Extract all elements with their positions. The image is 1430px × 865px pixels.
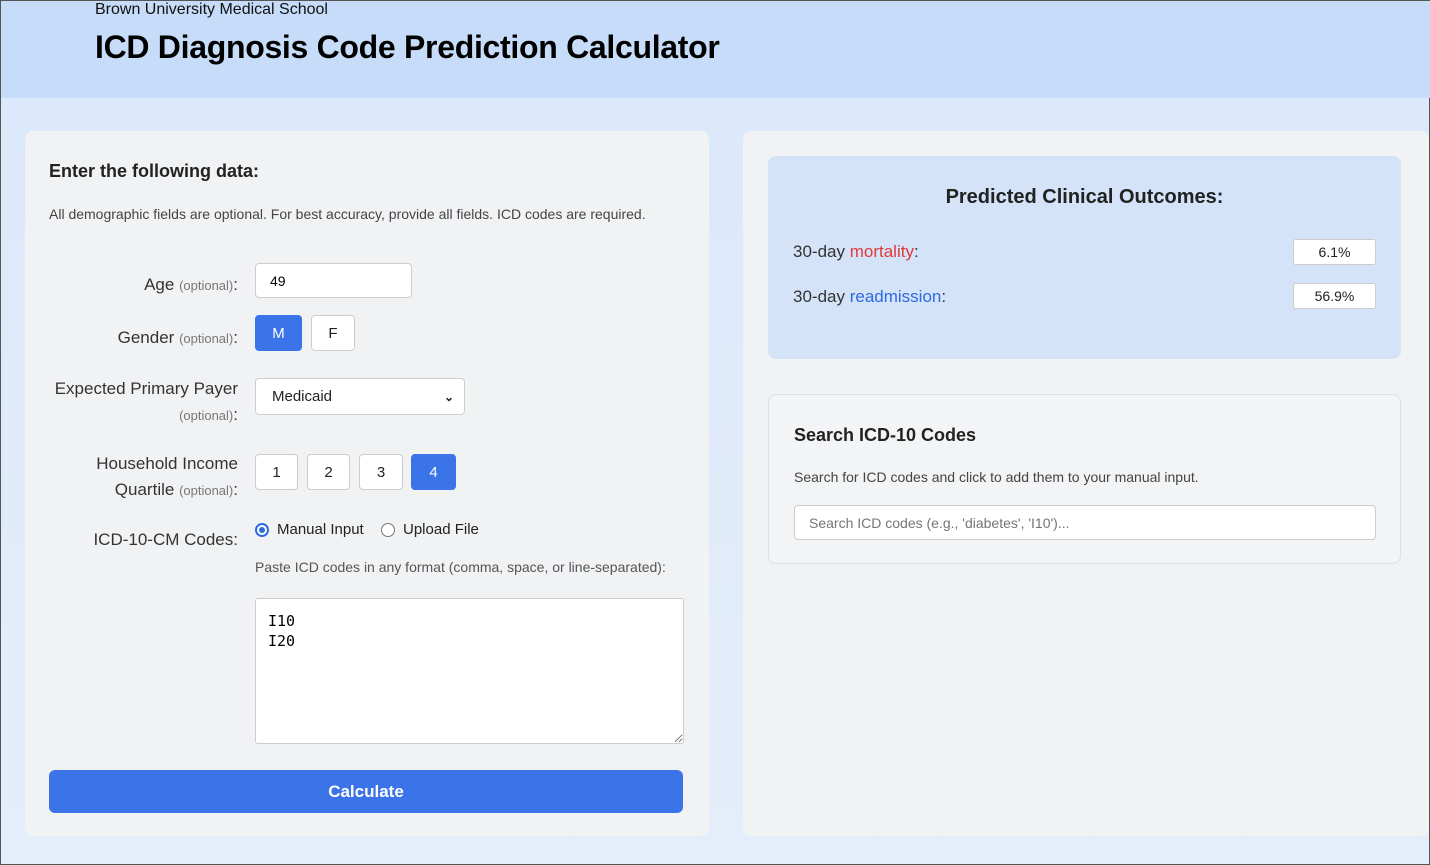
income-2-button[interactable]: 2 <box>307 454 350 490</box>
form-intro: All demographic fields are optional. For… <box>49 206 646 222</box>
search-heading: Search ICD-10 Codes <box>794 425 977 445</box>
paste-hint: Paste ICD codes in any format (comma, sp… <box>255 559 666 575</box>
age-label: Age (optional): <box>144 275 238 294</box>
calculate-button[interactable]: Calculate <box>49 770 683 813</box>
chevron-down-icon: ⌄ <box>443 389 454 404</box>
readmission-value: 56.9% <box>1293 283 1376 309</box>
income-1-button[interactable]: 1 <box>255 454 298 490</box>
payer-selected-value: Medicaid <box>272 388 333 405</box>
radio-checked-icon <box>255 522 269 537</box>
gender-m-button[interactable]: M <box>255 315 302 351</box>
icd-search-input[interactable] <box>794 505 1376 540</box>
search-description: Search for ICD codes and click to add th… <box>794 469 1199 485</box>
search-panel: Search ICD-10 Codes Search for ICD codes… <box>768 394 1401 564</box>
institution-name: Brown University Medical School <box>95 1 328 18</box>
icd-label: ICD-10-CM Codes: <box>93 530 238 549</box>
upload-file-label: Upload File <box>403 521 479 538</box>
outcomes-panel: Predicted Clinical Outcomes: 30-day mort… <box>768 156 1401 359</box>
payer-select[interactable]: Medicaid ⌄ <box>255 378 465 415</box>
icd-codes-textarea[interactable]: I10 I20 <box>255 598 684 744</box>
mortality-value: 6.1% <box>1293 239 1376 265</box>
age-input[interactable] <box>255 263 412 298</box>
payer-label: Expected Primary Payer (optional): <box>54 379 238 424</box>
outcomes-heading: Predicted Clinical Outcomes: <box>945 186 1224 208</box>
gender-label: Gender (optional): <box>117 328 238 347</box>
page-title: ICD Diagnosis Code Prediction Calculator <box>95 29 720 65</box>
income-4-button[interactable]: 4 <box>411 454 456 490</box>
mortality-label: 30-day mortality: <box>793 242 919 261</box>
manual-input-label: Manual Input <box>277 521 364 538</box>
income-label: Household Income Quartile (optional): <box>96 454 238 499</box>
page-header: Brown University Medical School ICD Diag… <box>1 1 1430 98</box>
radio-unchecked-icon <box>381 522 395 537</box>
readmission-label: 30-day readmission: <box>793 287 947 306</box>
form-heading: Enter the following data: <box>49 161 259 181</box>
manual-input-radio[interactable]: Manual Input <box>255 521 364 538</box>
income-3-button[interactable]: 3 <box>359 454 403 490</box>
gender-f-button[interactable]: F <box>311 315 355 351</box>
upload-file-radio[interactable]: Upload File <box>381 521 479 538</box>
